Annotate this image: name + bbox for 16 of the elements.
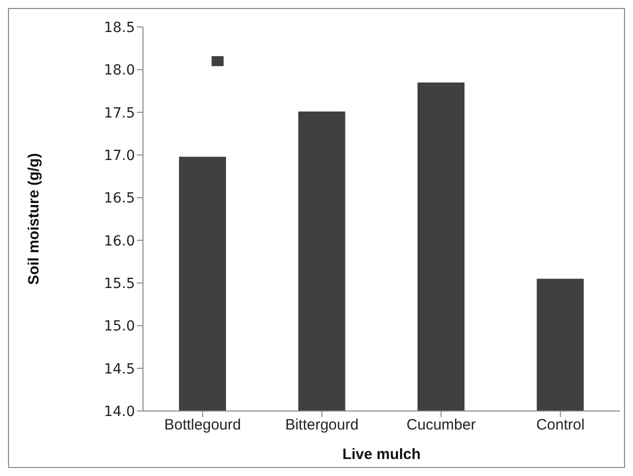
y-tick-label: 15.0 [104, 318, 135, 335]
y-tick-label: 17.5 [104, 105, 135, 122]
y-tick-label: 18.0 [104, 62, 135, 79]
x-axis-title: Live mulch [342, 446, 421, 463]
y-tick-label: 14.0 [104, 404, 135, 420]
y-tick-label: 17.0 [104, 148, 135, 164]
x-tick-label: Bittergourd [285, 416, 359, 434]
y-tick-label: 15.5 [104, 276, 135, 292]
y-tick-label: 14.5 [104, 361, 135, 378]
y-axis-title: Soil moisture (g/g) [25, 153, 42, 285]
x-tick-label: Cucumber [406, 416, 476, 434]
y-tick-label: 16.0 [104, 233, 135, 250]
y-tick-label: 18.5 [104, 20, 135, 36]
x-tick-label: Control [536, 416, 585, 434]
y-tick-label: 16.5 [104, 190, 135, 207]
x-tick-label: Bottlegourd [164, 416, 241, 434]
